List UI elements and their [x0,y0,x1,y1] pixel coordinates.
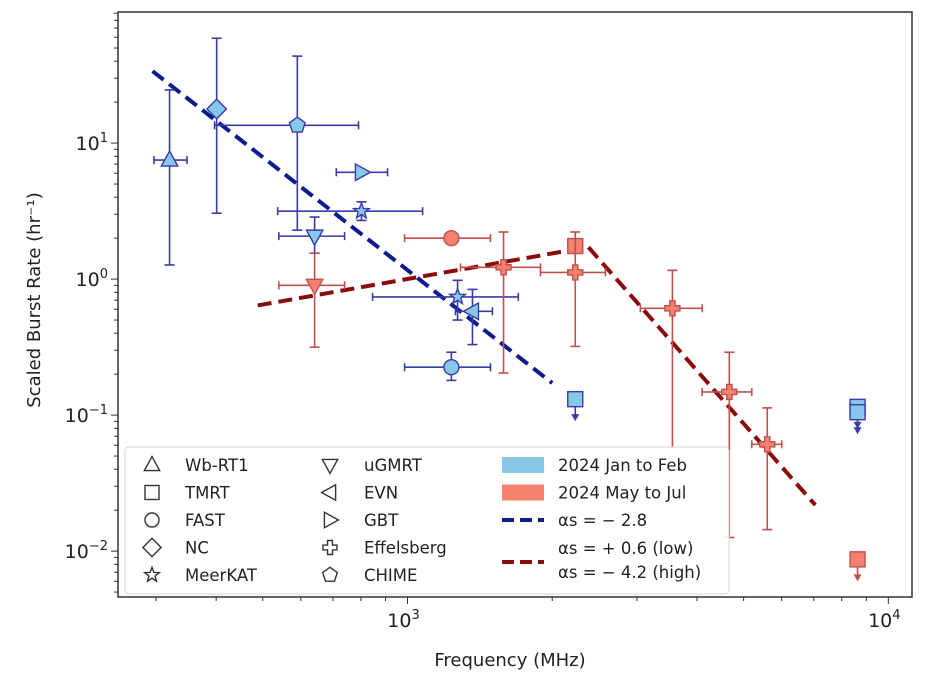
y-tick-base: 10 [65,405,89,427]
y-tick-base: 10 [76,133,100,155]
plot-frame [117,11,913,598]
upper-limit-arrow-icon [853,574,862,582]
upper-limit-arrow-icon [853,427,862,435]
legend-pentagon-icon [321,566,339,582]
fit-line-blue [151,69,554,385]
legend-triangle-left-icon [320,483,337,502]
legend-label-fast: FAST [185,511,226,530]
star-marker [447,286,468,306]
legend-fit-red-label-low: αs = + 0.6 (low) [558,539,693,558]
y-tick-label: 101 [76,131,108,155]
data-point-effelsberg [539,231,607,348]
x-tick-exponent: 3 [411,608,419,623]
y-tick-label: 10−1 [65,403,108,427]
legend-triangle-right-icon [323,511,340,529]
square-marker [567,390,584,408]
x-axis-label: Frequency (MHz) [434,650,585,671]
plus-marker [759,436,776,453]
data-point-wb-rt1 [153,89,188,266]
x-tick-label: 103 [387,608,419,632]
y-tick-exponent: −1 [89,403,108,418]
legend-square-icon [144,484,160,501]
plus-marker [664,300,681,317]
legend-epoch-label: 2024 Jan to Feb [558,456,687,475]
pentagon-marker [288,116,306,133]
legend-label-effelsberg: Effelsberg [364,539,447,558]
upper-limit-arrow-icon [571,414,580,422]
data-point-meerkat [371,279,520,321]
legend-plus-icon [322,539,338,556]
legend-epoch-patch [502,457,544,473]
y-tick-exponent: 0 [100,267,108,282]
data-point-meerkat [276,200,424,222]
y-tick-exponent: 1 [100,131,108,146]
plus-marker [567,264,584,281]
legend-label-tmrt: TMRT [184,484,231,503]
legend-epoch-label: 2024 May to Jul [558,484,686,503]
legend-triangle-down-icon [321,458,339,475]
legend-fit-red-label-high: αs = − 4.2 (high) [558,563,701,582]
data-point-effelsberg [639,269,703,449]
data-point-effelsberg [750,407,783,531]
plus-marker [495,259,512,276]
legend-box [124,446,730,595]
triangle-down-marker [305,229,325,247]
triangle-up-marker [160,149,179,167]
x-tick-label: 104 [868,608,900,632]
legend-label-evn: EVN [364,484,398,503]
data-point-tmrt [849,404,866,435]
triangle-left-marker [462,301,480,321]
data-point-ugmrt [278,252,346,348]
square-marker [849,551,866,568]
data-point-gbt [335,162,389,182]
star-marker [351,200,372,220]
data-point-fast [403,229,492,247]
legend-label-nc: NC [185,539,209,558]
legend-label-meerkat: MeerKAT [185,566,258,585]
data-point-evn [454,288,494,346]
data-point-chime [213,55,360,231]
legend-label-gbt: GBT [364,511,399,530]
data-point-ugmrt [278,216,346,255]
legend-label-ugmrt: uGMRT [364,456,423,475]
plus-marker [721,383,738,401]
fit-line-red [257,244,817,507]
diamond-marker [205,98,228,120]
legend-star-icon [142,565,162,583]
triangle-down-marker [305,278,325,296]
legend-circle-icon [144,512,160,528]
legend-label-chime: CHIME [364,566,417,585]
legend-diamond-icon [141,537,163,558]
legend-label-wb-rt1: Wb-RT1 [185,456,249,475]
circle-marker [443,229,460,247]
y-tick-label: 10−2 [65,539,108,563]
x-tick-exponent: 4 [892,608,900,623]
y-tick-base: 10 [65,541,89,563]
legend-triangle-up-icon [143,455,161,472]
data-point-tmrt [567,390,584,422]
y-tick-exponent: −2 [89,539,108,554]
legend: Wb-RT1 TMRT FAST NC MeerKAT uGMRT EVN GBT Effels… [124,446,730,595]
y-tick-label: 100 [76,267,108,291]
data-point-fast [403,351,492,382]
square-marker [849,404,866,421]
triangle-right-marker [354,162,372,182]
fit-lines [151,69,817,507]
data-point-effelsberg [459,231,542,374]
y-axis-label: Scaled Burst Rate (hr⁻¹) [24,192,45,407]
y-tick-base: 10 [76,269,100,291]
legend-epoch-patch [502,484,544,501]
legend-fit-blue-label: αs = − 2.8 [558,511,647,530]
data-point-tmrt [849,551,866,582]
circle-marker [443,359,460,376]
